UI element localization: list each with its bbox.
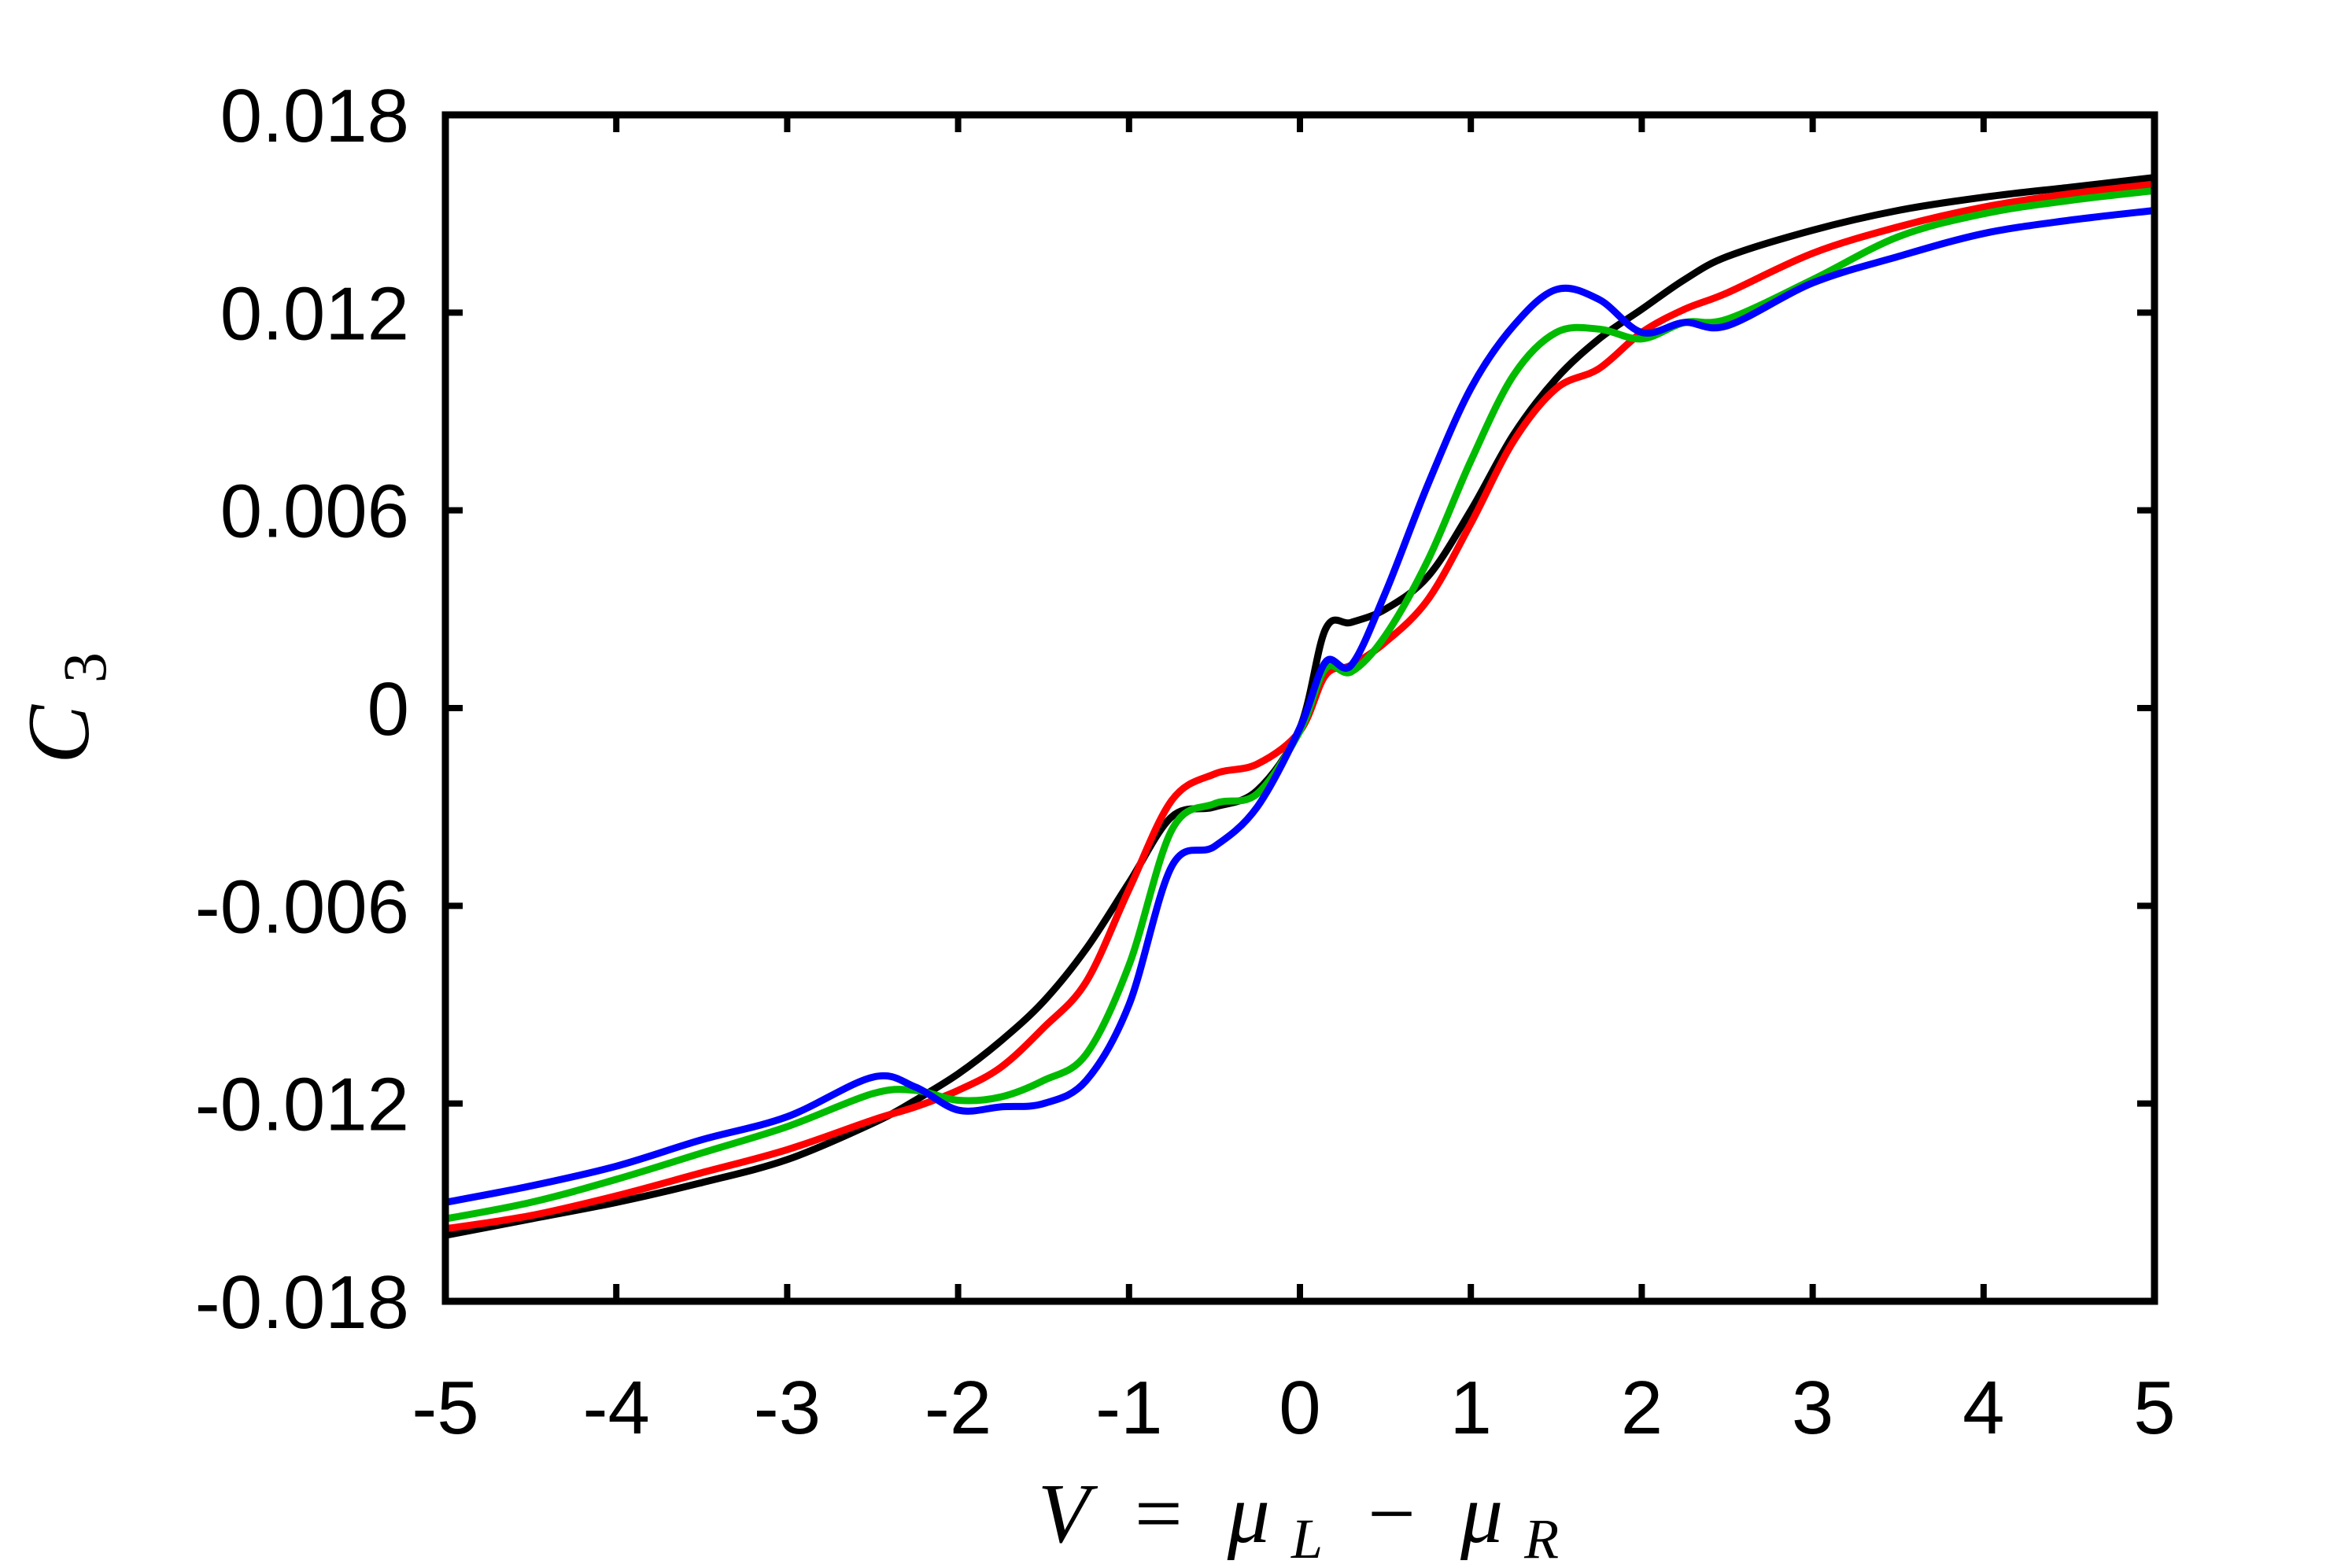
plot-frame [441,111,2158,1305]
x-tick-label-10: 5 [2133,1366,2175,1450]
series-line-4 [441,207,2158,1206]
series-layer [441,174,2158,1239]
y-axis-label-c: C [10,704,108,764]
y-tick-label-3: 0 [367,667,409,751]
x-tick-label-3: -2 [925,1366,991,1450]
y-tick-label-4: 0.006 [220,470,409,554]
x-tick-label-2: -3 [754,1366,821,1450]
y-tick-label-1: -0.012 [195,1063,409,1147]
x-axis-label-minus: − [1368,1467,1416,1561]
y-tick-label-0: -0.018 [195,1260,409,1345]
x-axis-label-eq: = [1135,1467,1183,1561]
x-tick-label-5: 0 [1279,1366,1320,1450]
x-axis-label: V = μ L − μ R [1038,1467,1559,1568]
x-axis-label-sub-r: R [1523,1507,1559,1568]
x-axis-label-sub-l: L [1290,1507,1323,1568]
x-axis-label-v: V [1038,1467,1098,1561]
x-tick-labels: -5 -4 -3 -2 -1 0 1 2 3 4 5 [412,1366,2175,1450]
y-tick-label-2: -0.006 [195,865,409,949]
x-tick-label-9: 4 [1962,1366,2004,1450]
y-tick-labels: -0.018 -0.012 -0.006 0 0.006 0.012 0.018 [195,74,409,1345]
x-tick-label-6: 1 [1450,1366,1492,1450]
series-line-1 [441,174,2158,1239]
y-axis-label-sub: 3 [50,652,119,683]
y-tick-label-5: 0.012 [220,271,409,356]
x-axis-label-mu-r: μ [1460,1467,1503,1561]
y-tick-label-6: 0.018 [220,74,409,158]
y-axis-label: C 3 [10,652,119,764]
x-tick-label-1: -4 [583,1366,650,1450]
x-axis-label-mu-l: μ [1227,1467,1270,1561]
x-tick-label-4: -1 [1095,1366,1162,1450]
x-tick-label-8: 3 [1792,1366,1833,1450]
x-tick-label-7: 2 [1621,1366,1663,1450]
x-tick-label-0: -5 [412,1366,478,1450]
